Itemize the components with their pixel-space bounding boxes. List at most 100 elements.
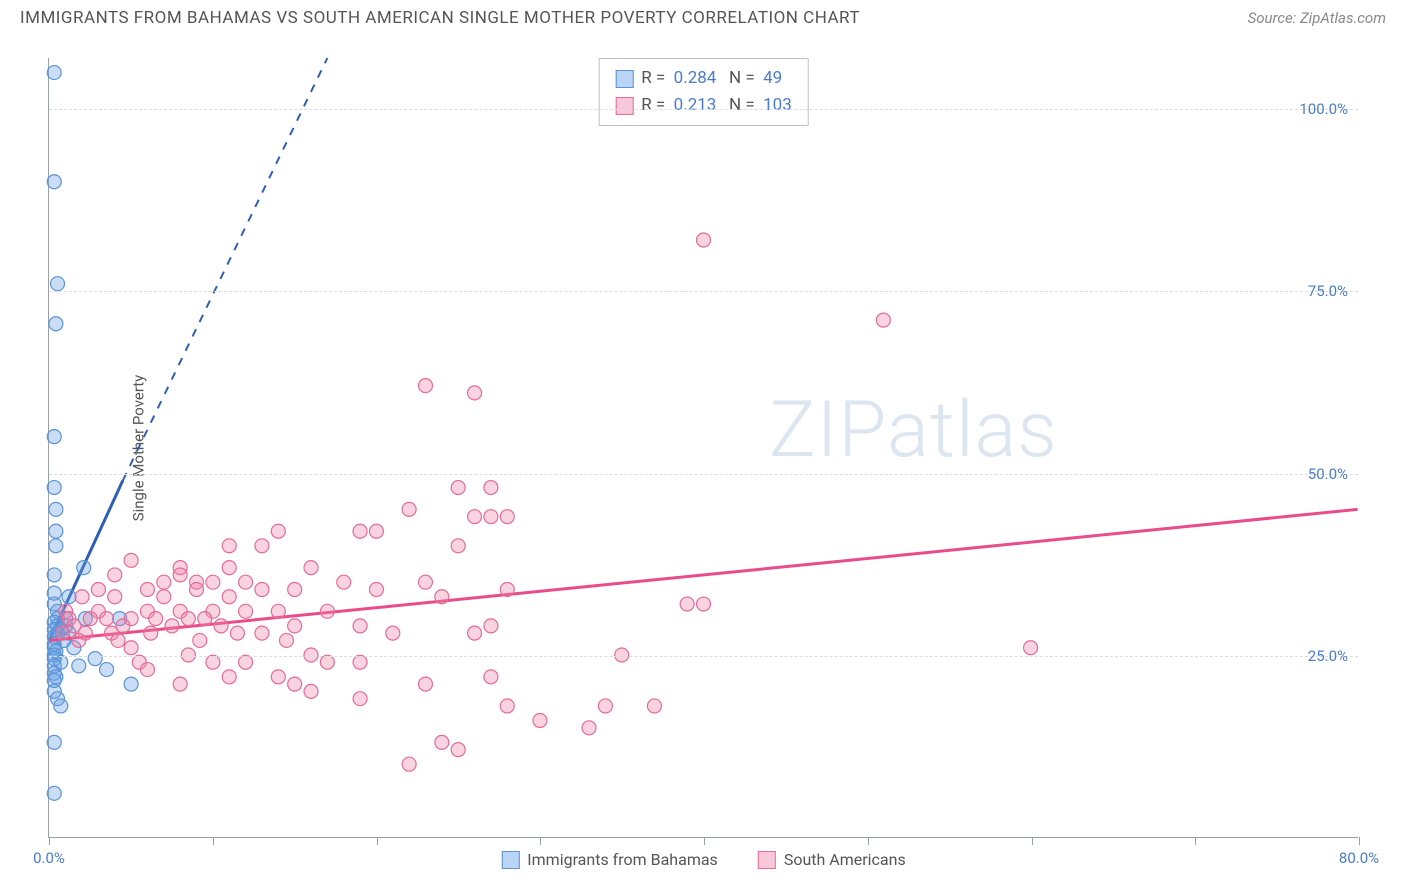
data-point [279, 633, 293, 647]
data-point [140, 663, 154, 677]
data-point [124, 677, 138, 691]
data-point [54, 699, 68, 713]
data-point [500, 510, 514, 524]
data-point [451, 539, 465, 553]
data-point [697, 597, 711, 611]
data-point [100, 612, 114, 626]
data-point [255, 626, 269, 640]
chart-plot-area: Single Mother Poverty ZIPatlas R = 0.284… [48, 58, 1358, 838]
legend-swatch [501, 851, 519, 869]
data-point [124, 641, 138, 655]
data-point [206, 655, 220, 669]
data-point [72, 659, 86, 673]
data-point [337, 575, 351, 589]
y-tick-label: 25.0% [1308, 647, 1348, 665]
data-point [47, 568, 61, 582]
scatter-plot-svg [49, 58, 1358, 837]
data-point [239, 575, 253, 589]
data-point [181, 612, 195, 626]
data-point [100, 663, 114, 677]
legend-row: R = 0.213 N = 103 [615, 92, 792, 119]
data-point [157, 575, 171, 589]
data-point [47, 673, 61, 687]
y-tick-label: 75.0% [1308, 282, 1348, 300]
data-point [353, 692, 367, 706]
gridline-horizontal [49, 291, 1358, 292]
data-point [353, 524, 367, 538]
data-point [144, 626, 158, 640]
data-point [353, 655, 367, 669]
x-tick [1359, 837, 1360, 845]
data-point [304, 684, 318, 698]
data-point [484, 670, 498, 684]
data-point [108, 568, 122, 582]
data-point [402, 502, 416, 516]
data-point [451, 743, 465, 757]
data-point [304, 561, 318, 575]
data-point [418, 379, 432, 393]
data-point [582, 721, 596, 735]
data-point [91, 582, 105, 596]
x-tick [704, 837, 705, 845]
data-point [255, 539, 269, 553]
data-point [288, 677, 302, 691]
data-point [49, 502, 63, 516]
legend-text: R = 0.213 N = 103 [641, 92, 792, 119]
data-point [500, 582, 514, 596]
data-point [51, 277, 65, 291]
x-tick-label: 0.0% [33, 849, 65, 867]
data-point [222, 561, 236, 575]
x-tick [540, 837, 541, 845]
data-point [83, 612, 97, 626]
data-point [198, 612, 212, 626]
legend-box: R = 0.284 N = 49R = 0.213 N = 103 [598, 58, 809, 126]
data-point [47, 481, 61, 495]
x-tick [868, 837, 869, 845]
data-point [222, 670, 236, 684]
data-point [402, 757, 416, 771]
data-point [386, 626, 400, 640]
data-point [47, 786, 61, 800]
data-point [149, 612, 163, 626]
x-tick-label: 80.0% [1339, 849, 1379, 867]
source-attribution: Source: ZipAtlas.com [1248, 9, 1386, 27]
gridline-horizontal [49, 109, 1358, 110]
data-point [72, 633, 86, 647]
data-point [435, 590, 449, 604]
x-tick [213, 837, 214, 845]
data-point [77, 561, 91, 575]
data-point [288, 619, 302, 633]
data-point [47, 735, 61, 749]
bottom-legend-item: Immigrants from Bahamas [501, 850, 718, 869]
data-point [369, 524, 383, 538]
chart-title: IMMIGRANTS FROM BAHAMAS VS SOUTH AMERICA… [20, 8, 860, 28]
data-point [418, 677, 432, 691]
bottom-legend-label: Immigrants from Bahamas [527, 850, 718, 869]
data-point [157, 590, 171, 604]
data-point [206, 575, 220, 589]
data-point [369, 582, 383, 596]
bottom-legend-item: South Americans [758, 850, 906, 869]
data-point [1024, 641, 1038, 655]
data-point [271, 524, 285, 538]
data-point [320, 655, 334, 669]
data-point [140, 582, 154, 596]
title-bar: IMMIGRANTS FROM BAHAMAS VS SOUTH AMERICA… [0, 0, 1406, 32]
data-point [598, 699, 612, 713]
data-point [230, 626, 244, 640]
data-point [320, 604, 334, 618]
y-tick-label: 50.0% [1308, 465, 1348, 483]
legend-swatch [758, 851, 776, 869]
data-point [222, 590, 236, 604]
data-point [239, 655, 253, 669]
data-point [255, 582, 269, 596]
data-point [418, 575, 432, 589]
data-point [62, 590, 76, 604]
data-point [165, 619, 179, 633]
data-point [49, 524, 63, 538]
data-point [239, 604, 253, 618]
x-tick [49, 837, 50, 845]
legend-swatch [615, 70, 633, 88]
data-point [47, 430, 61, 444]
x-tick [377, 837, 378, 845]
